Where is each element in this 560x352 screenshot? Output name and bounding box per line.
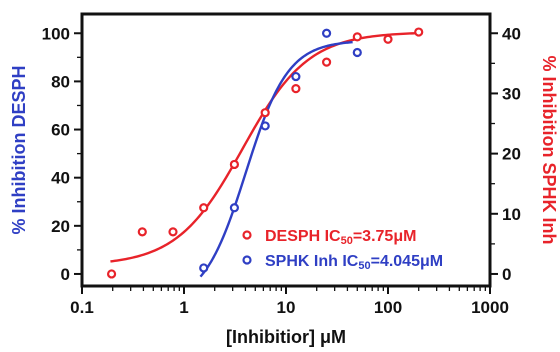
sphk-point: [352, 47, 362, 58]
y-left-tick-label: 80: [51, 72, 70, 91]
desph-point: [352, 32, 362, 42]
desph-point: [199, 203, 209, 213]
desph-point: [291, 84, 301, 94]
desph-point: [137, 227, 147, 237]
desph-point: [260, 108, 270, 118]
y-axis-title-left: % Inhibition DESPH: [9, 66, 29, 235]
y-left-tick-label: 40: [51, 169, 70, 188]
sphk-fit-curve: [199, 40, 353, 278]
desph-point: [383, 34, 393, 44]
y-axis-title-right: % Inhibition SPHK Inh: [539, 56, 559, 245]
sphk-point: [260, 121, 270, 131]
x-tick-label: 100: [374, 298, 402, 317]
y-left-tick-label: 0: [61, 265, 70, 284]
x-axis-title: [Inhibitior] μM: [226, 327, 346, 347]
desph-point: [414, 27, 424, 37]
x-tick-label: 10: [277, 298, 296, 317]
legend: DESPH IC50=3.75μM SPHK Inh IC50=4.045μM: [242, 228, 443, 272]
sphk-point: [291, 71, 301, 82]
x-tick-label: 0.1: [70, 298, 94, 317]
sphk-point: [321, 28, 332, 38]
plot-frame: [80, 12, 492, 288]
sphk-point: [229, 203, 239, 213]
legend-marker-sphk: [242, 255, 252, 265]
y-left-tick-label: 60: [51, 121, 70, 140]
desph-point: [229, 159, 239, 170]
legend-label-sphk: SPHK Inh IC50=4.045μM: [265, 253, 443, 272]
legend-marker-desph: [242, 230, 252, 240]
desph-point: [106, 269, 117, 279]
x-tick-label: 1: [179, 298, 188, 317]
y-right-tick-label: 20: [502, 145, 521, 164]
y-left-tick-label: 100: [42, 24, 70, 43]
y-right-tick-label: 30: [502, 84, 521, 103]
y-right-tick-label: 40: [502, 24, 521, 43]
sphk-point: [199, 263, 209, 273]
y-right-tick-label: 0: [502, 265, 511, 284]
y-left-tick-label: 20: [51, 217, 70, 236]
x-tick-label: 1000: [471, 298, 509, 317]
y-right-tick-label: 10: [502, 205, 521, 224]
data-points: [106, 27, 424, 279]
desph-point: [168, 227, 178, 237]
desph-point: [321, 57, 332, 67]
legend-label-desph: DESPH IC50=3.75μM: [265, 228, 416, 247]
